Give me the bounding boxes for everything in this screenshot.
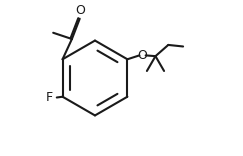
Text: F: F — [46, 91, 53, 104]
Text: O: O — [76, 4, 86, 17]
Text: O: O — [137, 49, 147, 62]
